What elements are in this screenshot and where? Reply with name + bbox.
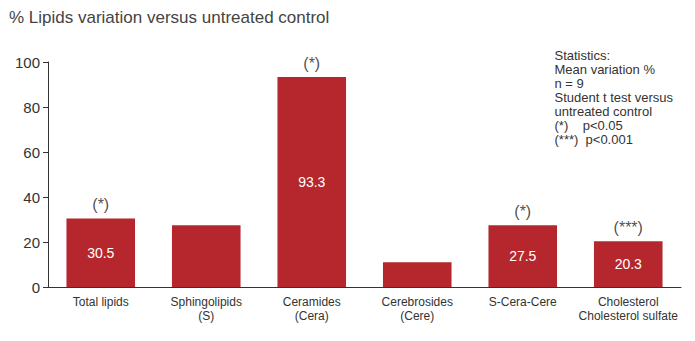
svg-text:Total lipids: Total lipids bbox=[73, 295, 129, 309]
svg-text:27.5: 27.5 bbox=[509, 248, 536, 264]
svg-text:Student t test versus: Student t test versus bbox=[554, 90, 673, 105]
svg-text:Sphingolipids: Sphingolipids bbox=[171, 295, 242, 309]
svg-text:(*): (*) bbox=[92, 196, 109, 213]
svg-text:n = 9: n = 9 bbox=[554, 76, 583, 91]
svg-text:Cerebrosides: Cerebrosides bbox=[382, 295, 453, 309]
svg-text:(***) p<0.001: (***) p<0.001 bbox=[554, 132, 632, 147]
svg-text:30.5: 30.5 bbox=[87, 245, 114, 261]
svg-text:untreated control: untreated control bbox=[554, 104, 652, 119]
svg-text:100: 100 bbox=[15, 54, 40, 71]
svg-text:(*): (*) bbox=[303, 55, 320, 72]
svg-text:(***): (***) bbox=[614, 219, 643, 236]
svg-text:20: 20 bbox=[23, 234, 40, 251]
svg-text:% Lipids variation versus untr: % Lipids variation versus untreated cont… bbox=[9, 8, 329, 27]
svg-text:20.3: 20.3 bbox=[615, 256, 642, 272]
svg-text:Cholesterol sulfate: Cholesterol sulfate bbox=[579, 309, 679, 323]
svg-text:(S): (S) bbox=[198, 309, 214, 323]
svg-text:Ceramides: Ceramides bbox=[283, 295, 341, 309]
svg-text:Cholesterol: Cholesterol bbox=[598, 295, 659, 309]
svg-text:S-Cera-Cere: S-Cera-Cere bbox=[489, 295, 557, 309]
svg-text:80: 80 bbox=[23, 99, 40, 116]
svg-text:0: 0 bbox=[32, 279, 40, 296]
svg-text:(*): (*) bbox=[514, 203, 531, 220]
svg-text:(Cera): (Cera) bbox=[295, 309, 329, 323]
svg-text:93.3: 93.3 bbox=[298, 174, 325, 190]
svg-text:(Cere): (Cere) bbox=[400, 309, 434, 323]
svg-text:(*) p<0.05: (*) p<0.05 bbox=[554, 118, 622, 133]
svg-text:40: 40 bbox=[23, 189, 40, 206]
svg-text:Mean variation %: Mean variation % bbox=[554, 62, 655, 77]
svg-text:Statistics:: Statistics: bbox=[554, 48, 610, 63]
svg-text:60: 60 bbox=[23, 144, 40, 161]
